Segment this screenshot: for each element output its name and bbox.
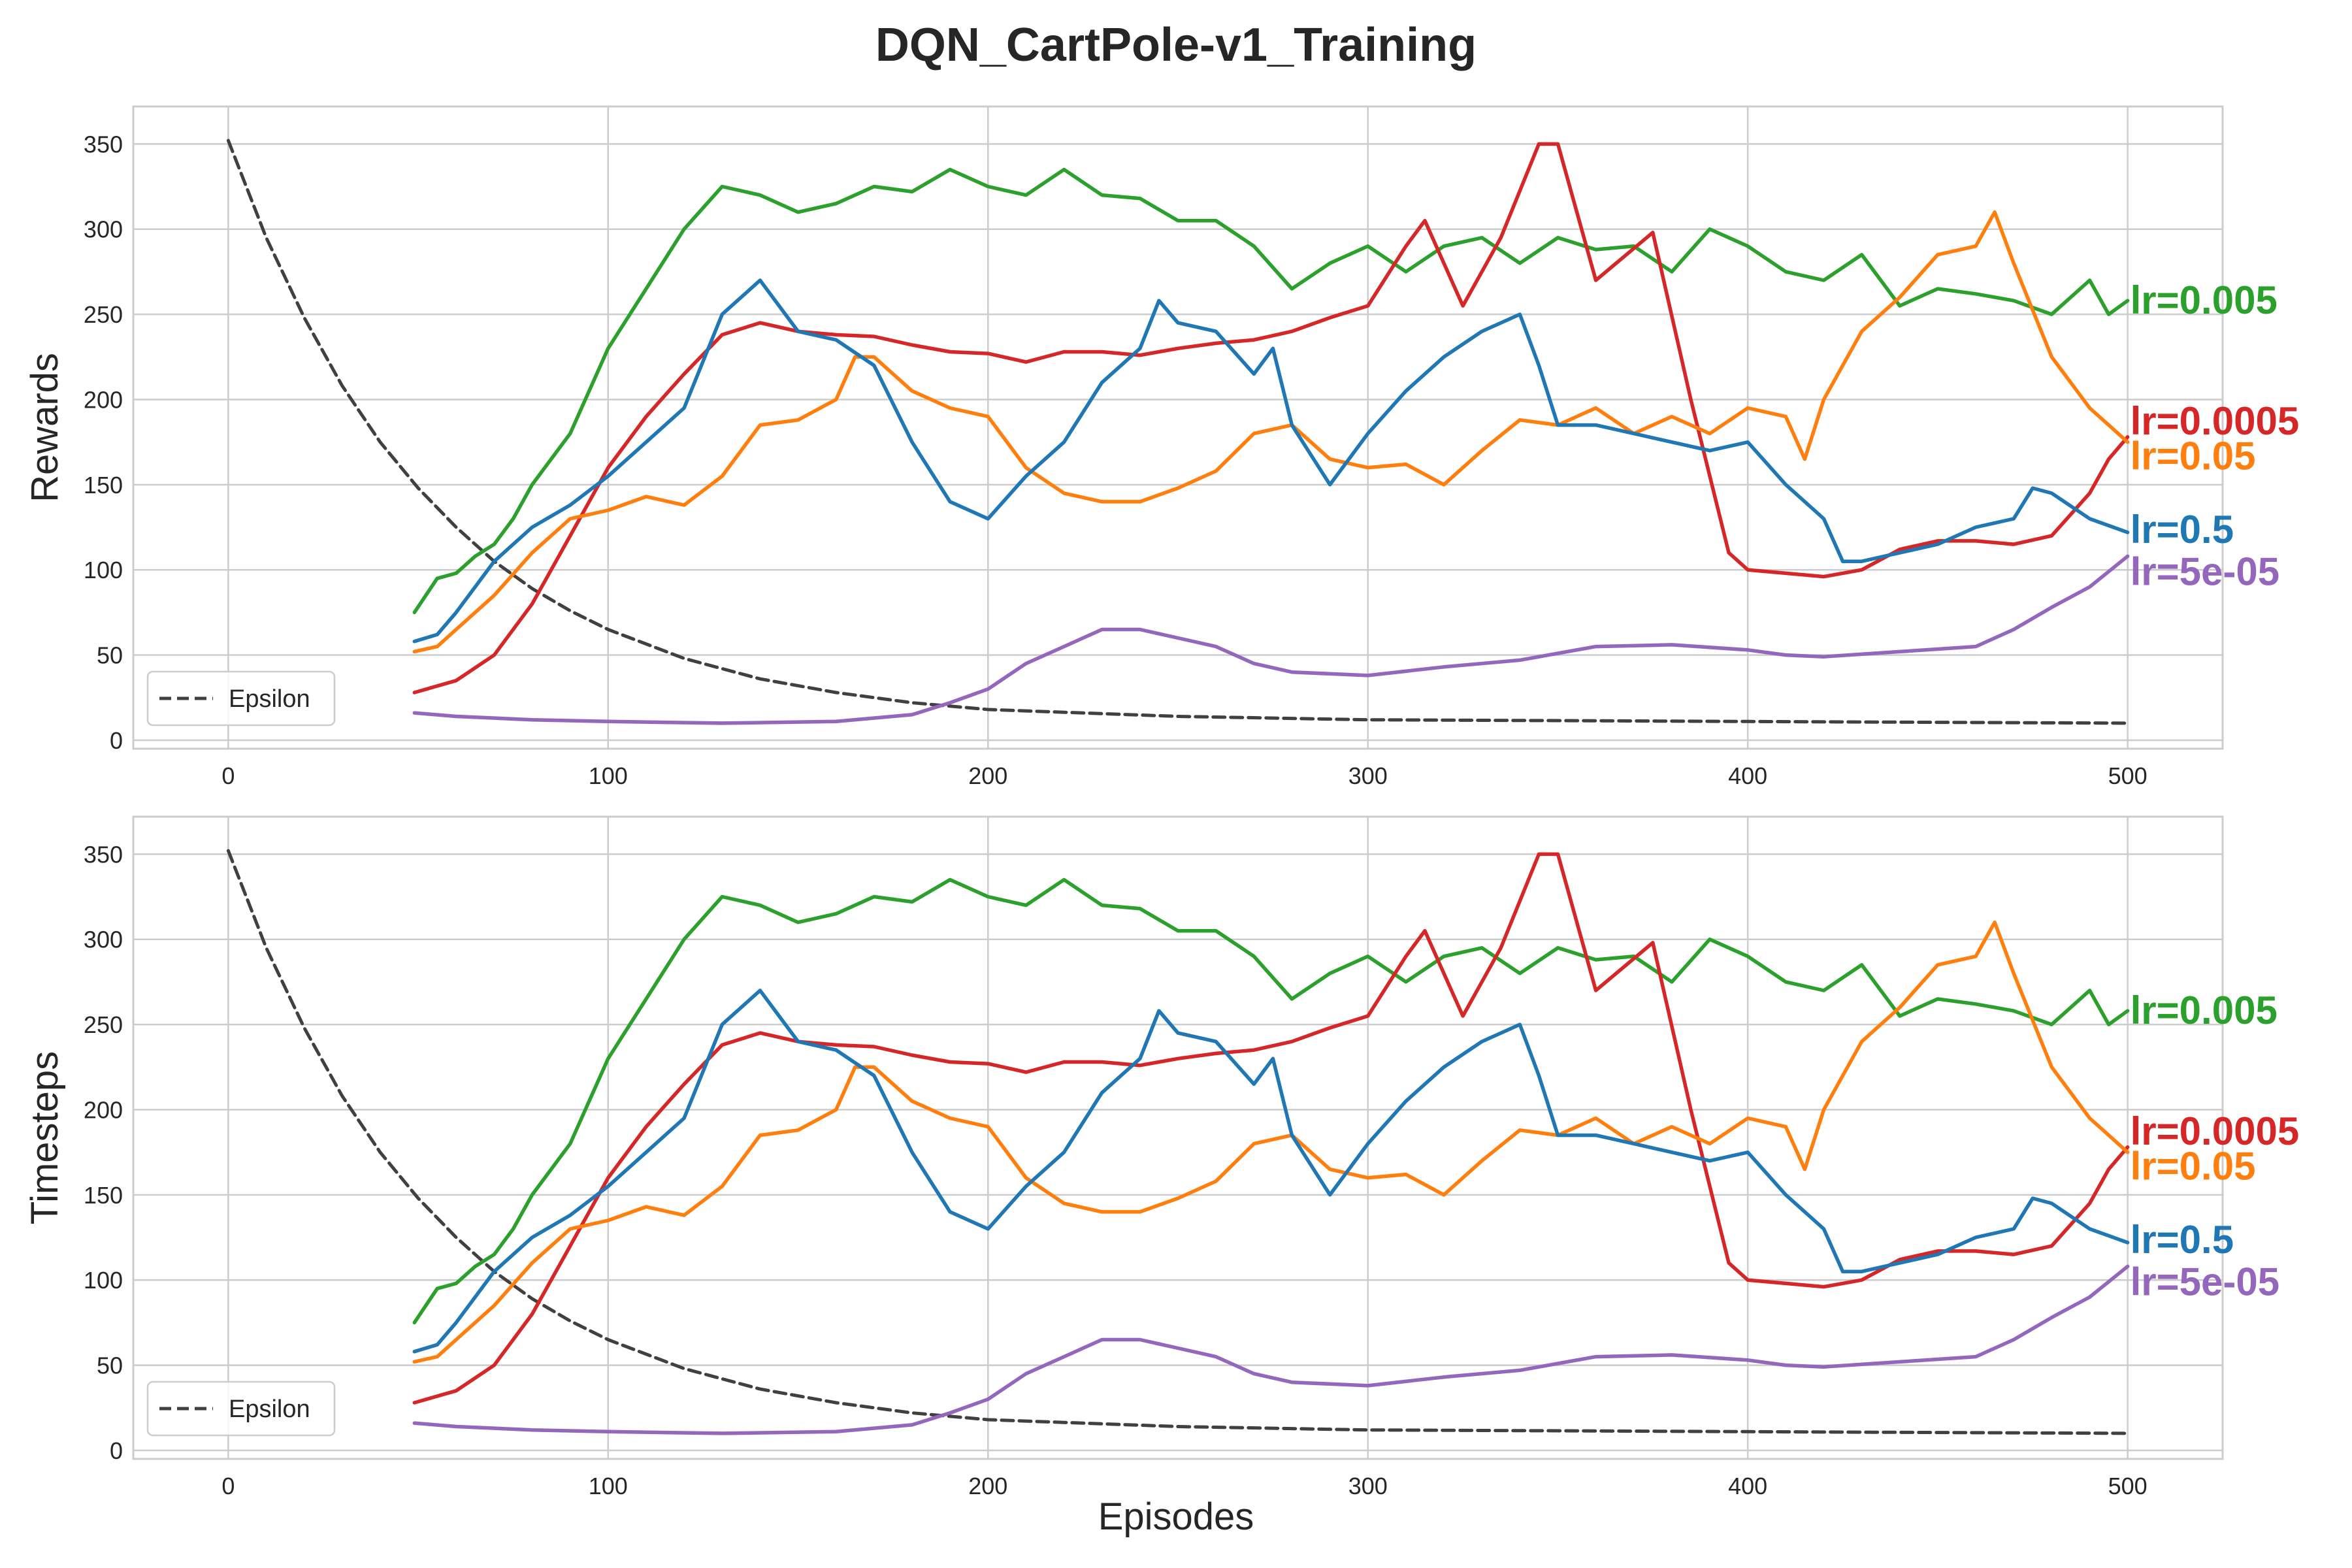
series-line-lr-0-005 bbox=[412, 167, 2130, 615]
y-tick-label: 250 bbox=[84, 301, 123, 328]
y-tick-label: 150 bbox=[84, 1182, 123, 1209]
y-tick-label: 150 bbox=[84, 472, 123, 498]
series-end-label: lr=0.5 bbox=[2131, 1218, 2234, 1262]
series-line-lr-0-5 bbox=[412, 278, 2130, 644]
legend-box bbox=[146, 1380, 336, 1437]
series-line-lr-0-0005 bbox=[412, 142, 2130, 694]
x-tick-label: 300 bbox=[1348, 1473, 1388, 1499]
legend-box bbox=[146, 670, 336, 727]
y-tick-label: 100 bbox=[84, 1267, 123, 1294]
series-line-lr-5e-05 bbox=[412, 554, 2130, 725]
series-end-label: lr=0.05 bbox=[2131, 1145, 2256, 1188]
legend-label: Epsilon bbox=[229, 1396, 310, 1423]
y-tick-label: 300 bbox=[84, 926, 123, 953]
series-end-label: lr=5e-05 bbox=[2131, 549, 2280, 593]
x-axis-label: Episodes bbox=[1098, 1495, 1254, 1538]
series-line-epsilon bbox=[226, 139, 2130, 725]
y-tick-label: 200 bbox=[84, 1096, 123, 1123]
y-tick-label: 300 bbox=[84, 216, 123, 243]
x-tick-label: 200 bbox=[968, 1473, 1007, 1499]
x-tick-label: 100 bbox=[589, 762, 628, 789]
x-tick-label: 300 bbox=[1348, 762, 1388, 789]
timesteps-panel: 0 100 200 300 400 500 0 50 100 150 200 250 300 350 Tim… bbox=[24, 815, 2300, 1499]
y-tick-label: 50 bbox=[97, 642, 123, 669]
series-end-label: lr=0.05 bbox=[2131, 434, 2256, 478]
series-end-label: lr=5e-05 bbox=[2131, 1260, 2280, 1303]
y-tick-label: 50 bbox=[97, 1352, 123, 1379]
y-tick-label: 100 bbox=[84, 557, 123, 583]
y-axis-label: Rewards bbox=[24, 353, 66, 502]
series-line-epsilon bbox=[226, 849, 2130, 1435]
series-end-label: lr=0.005 bbox=[2131, 988, 2278, 1032]
series-end-label: lr=0.005 bbox=[2131, 278, 2278, 322]
y-tick-label: 0 bbox=[110, 727, 123, 754]
x-tick-label: 500 bbox=[2108, 762, 2148, 789]
x-tick-label: 400 bbox=[1728, 1473, 1767, 1499]
series-line-lr-0-05 bbox=[412, 920, 2130, 1364]
series-end-label: lr=0.0005 bbox=[2131, 1109, 2300, 1153]
legend-label: Epsilon bbox=[229, 685, 310, 713]
y-tick-label: 200 bbox=[84, 386, 123, 413]
chart-title: DQN_CartPole-v1_Training bbox=[875, 19, 1477, 71]
series-line-lr-0-05 bbox=[412, 210, 2130, 654]
series-end-label: lr=0.5 bbox=[2131, 508, 2234, 551]
y-tick-label: 250 bbox=[84, 1011, 123, 1038]
x-tick-label: 200 bbox=[968, 762, 1007, 789]
x-tick-label: 400 bbox=[1728, 762, 1767, 789]
x-tick-label: 0 bbox=[221, 1473, 235, 1499]
x-tick-label: 500 bbox=[2108, 1473, 2148, 1499]
plot-frame bbox=[132, 815, 2224, 1460]
y-tick-label: 0 bbox=[110, 1437, 123, 1464]
plot-frame bbox=[132, 105, 2224, 750]
y-tick-label: 350 bbox=[84, 131, 123, 157]
y-tick-label: 350 bbox=[84, 841, 123, 868]
series-line-lr-0-005 bbox=[412, 877, 2130, 1325]
rewards-panel: 0 100 200 300 400 500 0 50 100 150 200 250 300 350 Rew… bbox=[24, 105, 2300, 789]
y-axis-label: Timesteps bbox=[24, 1051, 66, 1224]
series-line-lr-0-0005 bbox=[412, 852, 2130, 1405]
series-line-lr-5e-05 bbox=[412, 1264, 2130, 1435]
series-line-lr-0-5 bbox=[412, 988, 2130, 1354]
x-tick-label: 100 bbox=[589, 1473, 628, 1499]
series-end-label: lr=0.0005 bbox=[2131, 399, 2300, 443]
x-tick-label: 0 bbox=[221, 762, 235, 789]
